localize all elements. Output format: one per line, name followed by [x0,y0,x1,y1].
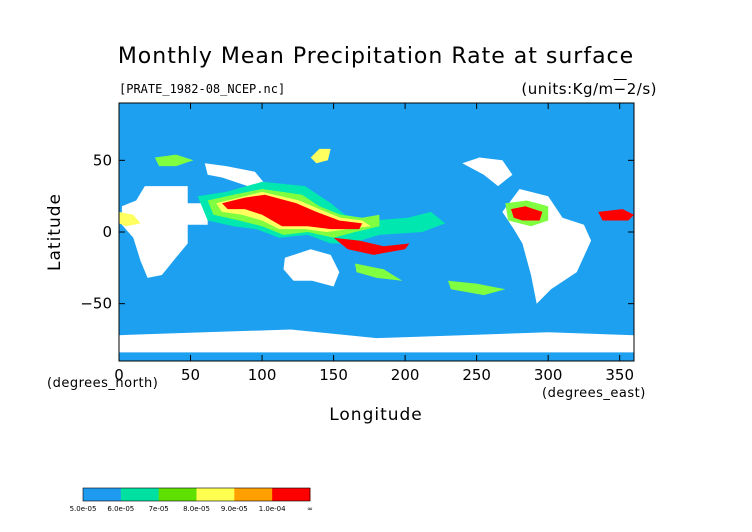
colorbar-segment-9 [253,488,273,501]
colorbar-segment-3 [139,488,160,501]
y-tick-label-50: 50 [93,151,112,169]
y-tick-label-0: 0 [102,223,112,241]
colorbar-label-4: 9.0e-05 [221,505,248,513]
file-name: [PRATE_1982-08_NCEP.nc] [119,82,286,96]
y-unit-note: (degrees_north) [47,376,159,391]
missing-region-5 [204,163,270,189]
precip-region-11 [448,280,506,296]
colorbar-label-0: 5.0e-05 [70,505,97,513]
colorbar-label-2: 7e-05 [149,505,169,513]
precip-region-8 [598,209,634,221]
precip-region-9 [119,211,141,227]
x-tick-label-50: 50 [181,366,200,384]
x-unit-note: (degrees_east) [542,386,646,401]
colorbar-frame [82,487,311,502]
colorbar-segment-8 [234,488,254,501]
missing-region-4 [462,157,513,187]
x-tick-label-250: 250 [462,366,491,384]
x-tick-label-350: 350 [605,366,634,384]
precip-region-10 [154,154,194,167]
colorbar-label-1: 6.0e-05 [107,505,134,513]
colorbar-segment-5 [177,488,197,501]
colorbar-label-6: ∞ [307,505,313,513]
missing-region-2 [119,329,634,353]
x-tick-label-300: 300 [534,366,563,384]
x-tick-label-100: 100 [248,366,277,384]
colorbar-label-5: 1.0e-04 [259,505,286,513]
x-axis-label: Longitude [329,405,423,425]
colorbar-segment-0 [83,488,103,501]
x-tick-label-150: 150 [319,366,348,384]
precip-region-7 [511,206,543,221]
colorbar-label-3: 8.0e-05 [183,505,210,513]
missing-region-1 [283,249,340,287]
x-tick-label-200: 200 [391,366,420,384]
colorbar-segment-6 [196,488,216,501]
plot-layers [119,148,634,353]
colorbar-segment-11 [291,488,311,501]
precip-region-4 [333,237,410,255]
colorbar-segment-4 [158,488,178,501]
precip-region-5 [310,148,331,164]
chart-title: Monthly Mean Precipitation Rate at surfa… [117,44,635,69]
colorbar-segment-10 [272,488,292,501]
x-tick-label-0: 0 [114,366,124,384]
colorbar-segment-7 [215,488,235,501]
colorbar-segment-2 [120,488,141,501]
missing-region-0 [121,186,208,278]
units-label: (units:Kg/m−2/s) [521,80,657,98]
precip-region-12 [355,263,403,281]
precip-region-3 [222,194,363,230]
y-tick-label--50: −50 [80,295,112,313]
colorbar-segment-1 [101,488,122,501]
